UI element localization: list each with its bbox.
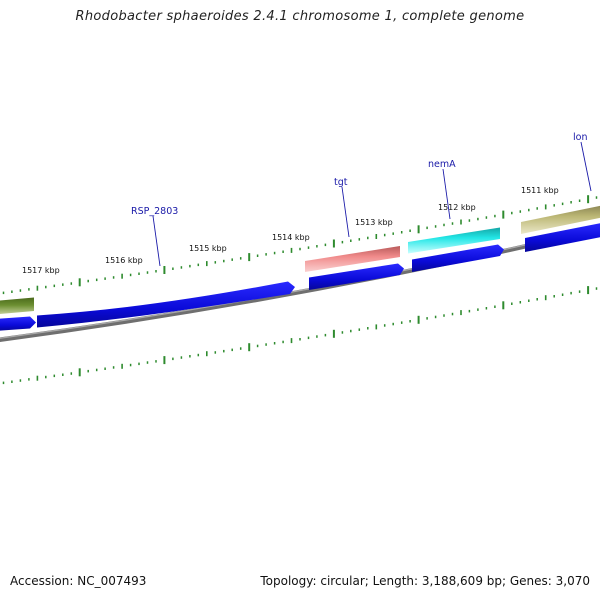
gene-label-lon[interactable]: lon: [573, 132, 587, 143]
gene-label-RSP_2803[interactable]: RSP_2803: [131, 206, 178, 217]
upper-scale-ticks: [2, 195, 598, 295]
chromosome-backbone-highlight: [0, 227, 600, 339]
scale-label-1513: 1513 kbp: [355, 218, 393, 227]
cds-arrow-nemA[interactable]: [412, 244, 504, 273]
genome-summary: Topology: circular; Length: 3,188,609 bp…: [260, 574, 590, 588]
gene-pointer-RSP_2803: [152, 215, 161, 267]
gene-label-tgt[interactable]: tgt: [334, 177, 348, 188]
cds-arrow-tgt[interactable]: [309, 263, 404, 291]
scale-label-1516: 1516 kbp: [105, 256, 143, 265]
accession-info: Accession: NC_007493: [10, 574, 147, 588]
scale-label-1512: 1512 kbp: [438, 203, 476, 212]
scale-label-1514: 1514 kbp: [272, 233, 310, 242]
scale-label-1515: 1515 kbp: [189, 244, 227, 253]
cds-arrow-1[interactable]: [0, 316, 36, 332]
cds-arrow-lon[interactable]: [525, 223, 600, 253]
chromosome-backbone: [0, 227, 600, 342]
feature-bar-tgt[interactable]: [305, 246, 400, 272]
lower-scale-ticks: [2, 286, 598, 385]
cds-arrow-RSP_2803[interactable]: [37, 281, 295, 328]
gene-label-nemA[interactable]: nemA: [428, 159, 456, 170]
feature-bar-olive[interactable]: [0, 297, 34, 315]
gene-pointer-nemA: [442, 168, 451, 220]
feature-bar-nemA[interactable]: [408, 227, 500, 254]
scale-label-1517: 1517 kbp: [22, 266, 60, 275]
gene-pointer-tgt: [341, 186, 350, 238]
scale-label-1511: 1511 kbp: [521, 186, 559, 195]
gene-pointer-lon: [580, 141, 592, 192]
feature-bar-lon[interactable]: [521, 205, 600, 234]
scale-labels: 1517 kbp 1516 kbp 1515 kbp 1514 kbp 1513…: [22, 186, 559, 275]
map-title: Rhodobacter sphaeroides 2.4.1 chromosome…: [75, 9, 525, 24]
